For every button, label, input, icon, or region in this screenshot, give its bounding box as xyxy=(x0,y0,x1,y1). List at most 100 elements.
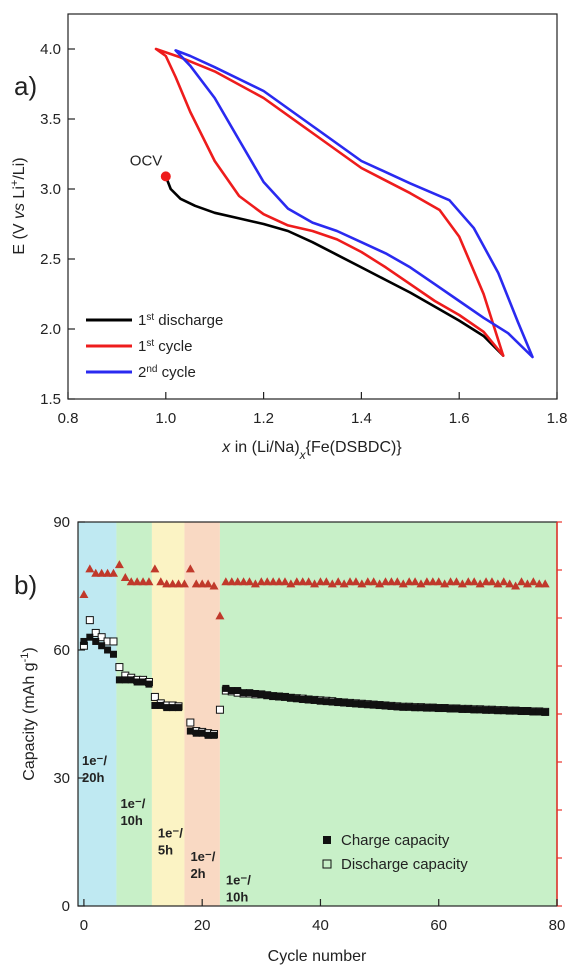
efficiency-point xyxy=(244,577,254,586)
efficiency-point xyxy=(434,577,444,586)
charge-point xyxy=(139,678,147,686)
charge-point xyxy=(245,689,253,697)
efficiency-point xyxy=(327,579,337,588)
efficiency-point xyxy=(451,577,461,586)
charge-point xyxy=(328,698,336,706)
x-tick-label: 80 xyxy=(549,917,566,934)
y-tick-label: 1.5 xyxy=(40,391,61,408)
x-tick-label: 0.8 xyxy=(58,410,79,427)
charge-point xyxy=(405,703,413,711)
efficiency-point xyxy=(126,577,136,586)
charge-point xyxy=(500,707,508,715)
efficiency-point xyxy=(511,581,521,590)
efficiency-point xyxy=(239,577,249,586)
charge-point xyxy=(257,690,265,698)
charge-point xyxy=(482,706,490,714)
efficiency-point xyxy=(540,579,550,588)
charge-point xyxy=(86,633,94,641)
legend-label-charge: Charge capacity xyxy=(341,832,450,849)
charge-point xyxy=(109,650,117,658)
panel-b: b) 0 20 40 60 80 0 30 60 90 1e⁻/20h 1e⁻/10h 1e⁻/5h… xyxy=(14,514,565,965)
charge-point xyxy=(145,680,153,688)
charge-point xyxy=(364,701,372,709)
charge-point xyxy=(281,693,289,701)
efficiency-point xyxy=(114,560,124,569)
efficiency-point xyxy=(351,577,361,586)
x-tick-label: 1.6 xyxy=(449,410,470,427)
efficiency-point xyxy=(203,579,213,588)
efficiency-point xyxy=(304,577,314,586)
charge-point xyxy=(293,695,301,703)
discharge-point xyxy=(91,628,100,637)
charge-point xyxy=(198,729,206,737)
charge-point xyxy=(523,707,531,715)
y-tick-label: 90 xyxy=(53,514,70,531)
efficiency-point xyxy=(534,579,544,588)
efficiency-point xyxy=(280,577,290,586)
charge-point xyxy=(393,703,401,711)
efficiency-point xyxy=(475,579,485,588)
efficiency-point xyxy=(315,577,325,586)
charge-point xyxy=(316,697,324,705)
x-tick-label: 1.8 xyxy=(547,410,568,427)
charge-point xyxy=(169,704,177,712)
efficiency-point xyxy=(120,572,130,581)
efficiency-point xyxy=(156,577,166,586)
legend-label-first-discharge: 1st discharge xyxy=(138,312,223,330)
efficiency-point xyxy=(286,579,296,588)
charge-point xyxy=(352,700,360,708)
efficiency-point xyxy=(310,579,320,588)
x-tick-label: 1.4 xyxy=(351,410,372,427)
legend-label-first-cycle: 1st cycle xyxy=(138,338,192,356)
rate-label-3: 1e⁻/5h xyxy=(158,826,183,858)
efficiency-point xyxy=(386,577,396,586)
discharge-point xyxy=(109,637,118,646)
efficiency-point xyxy=(79,590,89,599)
efficiency-point xyxy=(410,577,420,586)
panel-a-ticks: 0.8 1.0 1.2 1.4 1.6 1.8 1.5 2.0 2.5 3.0 3.5 4.0 xyxy=(40,41,567,427)
efficiency-point xyxy=(85,564,95,573)
charge-point xyxy=(192,729,200,737)
efficiency-point xyxy=(233,577,243,586)
charge-point xyxy=(518,707,526,715)
series-second-cycle xyxy=(174,49,534,359)
panel-b-ylabel: Capacity (mAh g-1) xyxy=(19,647,38,780)
panel-b-letter: b) xyxy=(14,570,37,600)
charge-point xyxy=(358,700,366,708)
charge-point xyxy=(251,690,259,698)
efficiency-point xyxy=(321,577,331,586)
charge-point xyxy=(104,646,112,654)
charge-point xyxy=(80,637,88,645)
charge-point xyxy=(305,696,313,704)
efficiency-point xyxy=(463,577,473,586)
charge-point xyxy=(127,676,135,684)
y-tick-label: 4.0 xyxy=(40,41,61,58)
discharge-point xyxy=(186,718,195,727)
efficiency-point xyxy=(103,568,113,577)
efficiency-point xyxy=(197,579,207,588)
efficiency-point xyxy=(274,577,284,586)
charge-point xyxy=(423,704,431,712)
charge-point xyxy=(151,701,159,709)
efficiency-point xyxy=(398,579,408,588)
charge-point xyxy=(163,704,171,712)
efficiency-point xyxy=(185,564,195,573)
legend-marker-discharge xyxy=(322,859,332,869)
charge-point xyxy=(133,678,141,686)
panel-a-letter: a) xyxy=(14,71,37,101)
charge-point xyxy=(98,642,106,650)
ocv-marker xyxy=(160,171,171,182)
efficiency-point xyxy=(138,577,148,586)
efficiency-point xyxy=(268,577,278,586)
charge-point xyxy=(376,701,384,709)
charge-point xyxy=(382,702,390,710)
efficiency-point xyxy=(487,577,497,586)
efficiency-point xyxy=(345,577,355,586)
panel-b-ticks: 0 20 40 60 80 0 30 60 90 xyxy=(53,514,565,934)
charge-point xyxy=(115,676,123,684)
efficiency-point xyxy=(91,568,101,577)
efficiency-point xyxy=(446,577,456,586)
efficiency-point xyxy=(363,577,373,586)
charge-point xyxy=(488,706,496,714)
charge-point xyxy=(387,702,395,710)
